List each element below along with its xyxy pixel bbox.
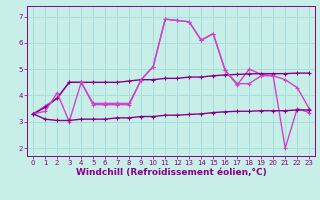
X-axis label: Windchill (Refroidissement éolien,°C): Windchill (Refroidissement éolien,°C) — [76, 168, 267, 177]
